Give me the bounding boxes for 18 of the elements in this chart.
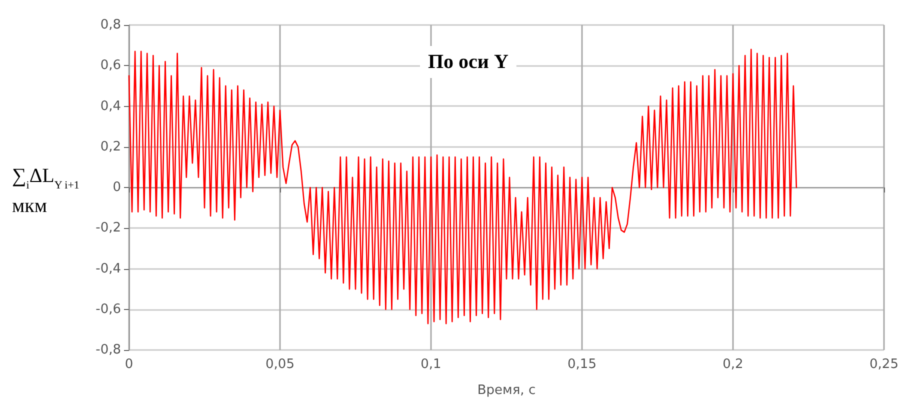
x-tick-label: 0,05: [266, 357, 294, 372]
x-tick-label: 0,2: [722, 357, 744, 372]
x-axis-title: Время, с: [477, 383, 536, 398]
y-tick-label: -0,2: [96, 220, 121, 236]
y-tick-label: 0,8: [100, 18, 121, 32]
x-tick-label: 0,25: [870, 357, 898, 372]
x-tick-label: 0: [124, 357, 134, 372]
x-tick-label: 0,1: [420, 357, 442, 372]
line-series: [128, 48, 798, 324]
y-tick-label: -0,4: [96, 261, 121, 276]
text: По оси Y: [428, 51, 509, 73]
y-tick-label: 0,6: [100, 58, 121, 74]
y-tick-label: -0,6: [96, 302, 121, 317]
y-tick-label: 0: [112, 180, 121, 195]
y-tick-label: 0,4: [100, 98, 121, 114]
y-tick-label: 0,2: [100, 139, 121, 154]
x-tick-label: 0,15: [568, 357, 596, 372]
y-tick-label: -0,8: [96, 342, 121, 358]
